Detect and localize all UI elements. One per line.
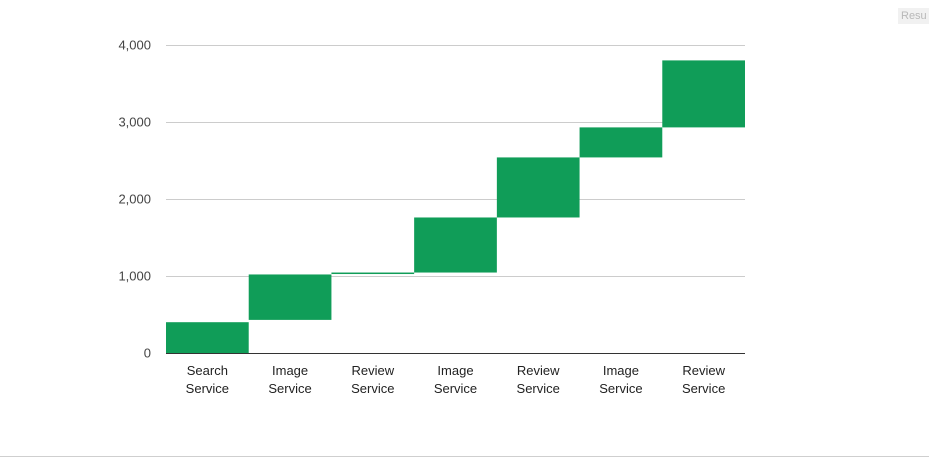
x-tick-label: Image Service — [434, 363, 477, 396]
waterfall-bar — [331, 272, 415, 275]
y-tick-label: 0 — [144, 346, 151, 361]
y-tick-label: 1,000 — [118, 269, 151, 284]
waterfall-bar — [414, 217, 497, 273]
waterfall-bar — [579, 127, 663, 158]
bottom-divider — [0, 456, 929, 457]
y-tick-label: 3,000 — [118, 115, 151, 130]
x-tick-label: Image Service — [599, 363, 642, 396]
waterfall-bar — [166, 322, 249, 353]
x-tick-label: Review Service — [682, 363, 726, 396]
x-tick-label: Review Service — [517, 363, 561, 396]
result-button[interactable]: Resu — [898, 8, 929, 24]
waterfall-bar — [248, 274, 332, 320]
x-tick-label: Search Service — [186, 363, 229, 396]
x-tick-label: Review Service — [351, 363, 395, 396]
y-tick-label: 2,000 — [118, 192, 151, 207]
waterfall-bar — [496, 157, 580, 218]
x-tick-label: Image Service — [268, 363, 311, 396]
y-tick-label: 4,000 — [118, 38, 151, 53]
waterfall-bar — [662, 60, 745, 128]
